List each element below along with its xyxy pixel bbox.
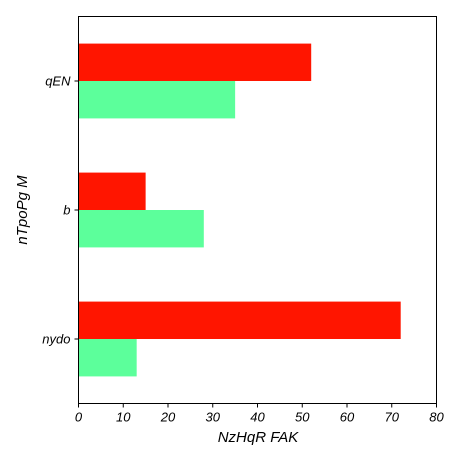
x-tick-label: 40 <box>250 410 265 425</box>
y-tick-label: qEN <box>45 74 71 89</box>
x-tick-label: 80 <box>429 410 444 425</box>
y-tick-label: b <box>63 203 70 218</box>
y-axis-ticks: qEN b nydo <box>42 74 79 347</box>
x-tick-label: 70 <box>385 410 400 425</box>
bar-qEN-series-2 <box>78 81 236 119</box>
bar-nydo-series-1 <box>78 301 401 339</box>
x-tick-label: 0 <box>75 410 83 425</box>
bar-qEN-series-1 <box>78 43 312 81</box>
x-axis-ticks: 0 10 20 30 40 50 60 70 80 <box>75 403 444 425</box>
bars-group <box>78 43 401 377</box>
y-tick-label: nydo <box>42 332 70 347</box>
bar-b-series-1 <box>78 172 146 210</box>
x-tick-label: 60 <box>340 410 355 425</box>
bar-nydo-series-2 <box>78 339 137 377</box>
x-tick-label: 30 <box>206 410 221 425</box>
y-axis-label: nTpoPg M <box>14 175 31 245</box>
x-tick-label: 20 <box>160 410 176 425</box>
bar-b-series-2 <box>78 210 204 248</box>
x-tick-label: 10 <box>116 410 131 425</box>
x-tick-label: 50 <box>295 410 310 425</box>
x-axis-label: NzHqR FAK <box>218 429 300 446</box>
